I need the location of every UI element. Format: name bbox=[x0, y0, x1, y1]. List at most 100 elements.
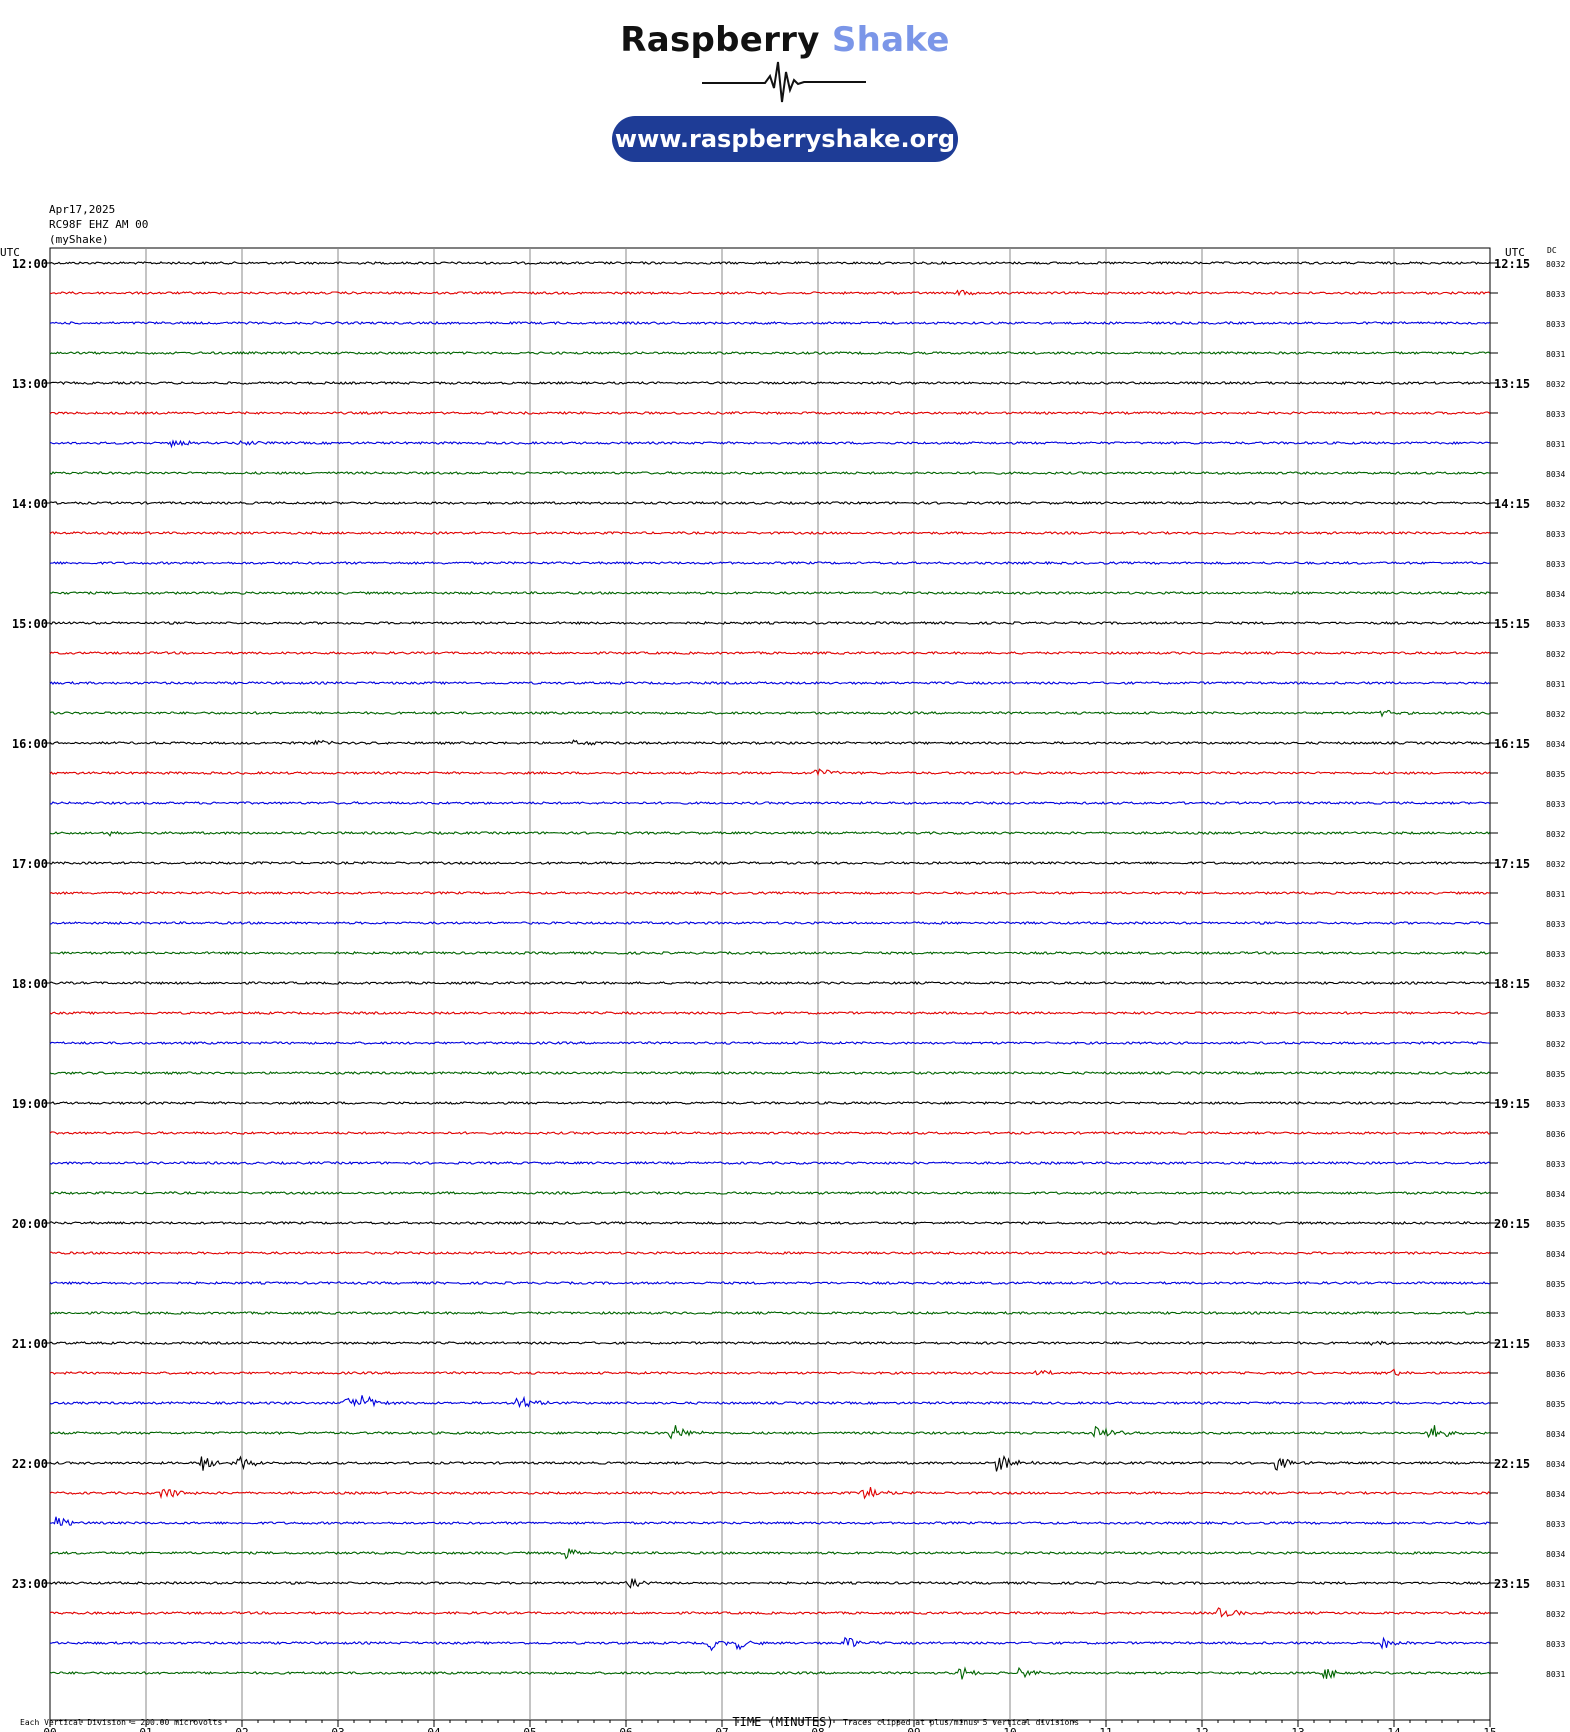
dc-value-26: 8032 bbox=[1546, 1040, 1565, 1049]
hour-label-right-1: 13:15 bbox=[1494, 377, 1530, 391]
dc-value-9: 8033 bbox=[1546, 530, 1565, 539]
trace-line-34 bbox=[49, 1281, 1490, 1286]
header: Raspberry Shake www.raspberryshake.org bbox=[0, 0, 1570, 190]
website-link[interactable]: www.raspberryshake.org bbox=[612, 116, 958, 162]
footer-clip-note: Traces clipped at plus/minus 5 vertical … bbox=[843, 1718, 1079, 1727]
trace-line-7 bbox=[49, 470, 1491, 475]
trace-line-33 bbox=[49, 1251, 1491, 1255]
hour-label-right-7: 19:15 bbox=[1494, 1097, 1530, 1111]
source-label: (myShake) bbox=[49, 233, 109, 246]
hour-label-right-2: 14:15 bbox=[1494, 497, 1530, 511]
dc-value-35: 8033 bbox=[1546, 1310, 1565, 1319]
hour-label-right-4: 16:15 bbox=[1494, 737, 1530, 751]
x-tick-label-0: 00 bbox=[43, 1726, 56, 1732]
trace-line-12 bbox=[49, 621, 1491, 626]
dc-value-6: 8031 bbox=[1546, 440, 1565, 449]
station-info: Apr17,2025 RC98F EHZ AM 00 (myShake) bbox=[49, 202, 148, 247]
trace-line-6 bbox=[49, 439, 1491, 449]
x-tick-label-3: 03 bbox=[331, 1726, 344, 1732]
trace-line-39 bbox=[49, 1425, 1491, 1440]
trace-line-13 bbox=[49, 650, 1491, 656]
hour-label-left-1: 13:00 bbox=[12, 377, 48, 391]
trace-line-19 bbox=[49, 830, 1491, 837]
dc-header: DC bbox=[1547, 246, 1557, 255]
station-label: RC98F EHZ AM 00 bbox=[49, 218, 149, 231]
dc-value-15: 8032 bbox=[1546, 710, 1565, 719]
dc-value-27: 8035 bbox=[1546, 1070, 1565, 1079]
hour-label-left-3: 15:00 bbox=[12, 617, 48, 631]
dc-value-40: 8034 bbox=[1546, 1460, 1565, 1469]
trace-line-43 bbox=[49, 1548, 1491, 1560]
dc-value-19: 8032 bbox=[1546, 830, 1565, 839]
dc-value-43: 8034 bbox=[1546, 1550, 1565, 1559]
dc-value-46: 8033 bbox=[1546, 1640, 1565, 1649]
hour-label-left-10: 22:00 bbox=[12, 1457, 48, 1471]
dc-value-24: 8032 bbox=[1546, 980, 1565, 989]
trace-line-46 bbox=[50, 1636, 1491, 1652]
brand-shake: Shake bbox=[831, 20, 950, 60]
trace-line-15 bbox=[49, 709, 1491, 718]
hour-label-left-2: 14:00 bbox=[12, 497, 48, 511]
dc-value-3: 8031 bbox=[1546, 350, 1565, 359]
trace-line-5 bbox=[49, 410, 1491, 416]
trace-line-25 bbox=[49, 1011, 1491, 1016]
hour-label-left-4: 16:00 bbox=[12, 737, 48, 751]
dc-value-0: 8032 bbox=[1546, 260, 1565, 269]
dc-value-22: 8033 bbox=[1546, 920, 1565, 929]
hour-label-right-5: 17:15 bbox=[1494, 857, 1530, 871]
trace-line-29 bbox=[49, 1130, 1491, 1135]
trace-line-35 bbox=[49, 1310, 1491, 1316]
utc-header-left: UTC bbox=[0, 246, 20, 259]
hour-label-left-9: 21:00 bbox=[12, 1337, 48, 1351]
trace-line-3 bbox=[49, 351, 1491, 355]
trace-line-44 bbox=[49, 1577, 1491, 1589]
seismogram-logo-icon bbox=[702, 61, 866, 103]
trace-line-45 bbox=[49, 1607, 1491, 1618]
trace-line-18 bbox=[49, 800, 1491, 805]
trace-line-41 bbox=[49, 1486, 1491, 1500]
x-tick-label-9: 09 bbox=[907, 1726, 920, 1732]
x-tick-label-4: 04 bbox=[427, 1726, 441, 1732]
dc-value-37: 8036 bbox=[1546, 1370, 1565, 1379]
x-tick-label-5: 05 bbox=[523, 1726, 536, 1732]
dc-value-41: 8034 bbox=[1546, 1490, 1565, 1499]
trace-line-37 bbox=[49, 1368, 1491, 1376]
hour-label-right-3: 15:15 bbox=[1494, 617, 1530, 631]
hour-label-left-11: 23:00 bbox=[12, 1577, 48, 1591]
trace-line-14 bbox=[49, 680, 1491, 686]
dc-value-23: 8033 bbox=[1546, 950, 1565, 959]
utc-header-right: UTC bbox=[1505, 246, 1525, 259]
hour-label-left-8: 20:00 bbox=[12, 1217, 48, 1231]
x-tick-label-13: 13 bbox=[1291, 1726, 1304, 1732]
x-tick-label-10: 10 bbox=[1003, 1726, 1016, 1732]
x-tick-label-8: 08 bbox=[811, 1726, 824, 1732]
dc-value-14: 8031 bbox=[1546, 680, 1565, 689]
x-tick-label-14: 14 bbox=[1387, 1726, 1401, 1732]
trace-line-30 bbox=[49, 1161, 1491, 1165]
trace-line-38 bbox=[49, 1395, 1491, 1409]
hour-label-right-0: 12:15 bbox=[1494, 257, 1530, 271]
x-tick-label-12: 12 bbox=[1195, 1726, 1208, 1732]
x-tick-label-11: 11 bbox=[1099, 1726, 1112, 1732]
dc-value-44: 8031 bbox=[1546, 1580, 1565, 1589]
trace-line-9 bbox=[49, 530, 1491, 535]
trace-line-4 bbox=[49, 381, 1491, 386]
trace-line-28 bbox=[49, 1101, 1491, 1105]
trace-line-47 bbox=[49, 1666, 1491, 1680]
brand-title: Raspberry Shake bbox=[0, 20, 1570, 60]
footer-scale-note: Each Vertical Division = 200.00 microvol… bbox=[20, 1718, 222, 1727]
dc-value-8: 8032 bbox=[1546, 500, 1565, 509]
dc-value-21: 8031 bbox=[1546, 890, 1565, 899]
x-tick-label-1: 01 bbox=[139, 1726, 152, 1732]
dc-value-45: 8032 bbox=[1546, 1610, 1565, 1619]
hour-label-right-9: 21:15 bbox=[1494, 1337, 1530, 1351]
trace-line-23 bbox=[49, 951, 1491, 956]
dc-value-11: 8034 bbox=[1546, 590, 1565, 599]
dc-value-42: 8033 bbox=[1546, 1520, 1565, 1529]
brand-raspberry: Raspberry bbox=[620, 20, 820, 60]
dc-value-18: 8033 bbox=[1546, 800, 1565, 809]
hour-label-right-11: 23:15 bbox=[1494, 1577, 1530, 1591]
dc-value-10: 8033 bbox=[1546, 560, 1565, 569]
helicorder-chart: 8032 8033 8033 8031 8032 8033 8031 8034 8032 8033… bbox=[0, 246, 1565, 1732]
hour-label-right-8: 20:15 bbox=[1494, 1217, 1530, 1231]
